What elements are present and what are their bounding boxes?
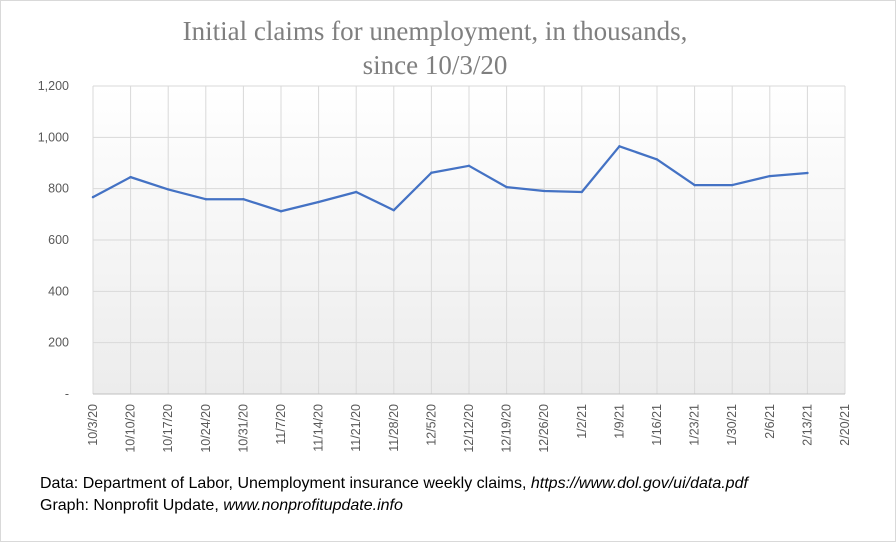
data-point [242,197,245,201]
x-tick-label: 1/9/21 [612,404,626,439]
data-point [768,174,771,178]
data-point [505,185,508,189]
y-tick-label: 1,200 [38,79,69,93]
x-tick-label: 1/30/21 [725,404,739,446]
x-tick-label: 2/6/21 [763,404,777,439]
x-tick-label: 10/17/20 [161,404,175,453]
data-point [618,145,621,148]
data-point [392,209,395,212]
chart-title-line2: since 10/3/20 [362,50,508,80]
y-tick-label: 800 [48,182,69,196]
x-tick-label: 2/20/21 [838,404,852,446]
source-graph-url[interactable]: www.nonprofitupdate.info [223,497,403,514]
x-tick-label: 11/21/20 [349,404,363,452]
x-tick-label: 12/19/20 [500,404,514,453]
y-tick-label: 400 [48,284,69,298]
data-point [279,210,283,213]
data-point [129,175,132,179]
x-tick-label: 1/16/21 [650,404,664,446]
x-tick-label: 11/28/20 [387,404,401,452]
x-tick-label: 11/14/20 [312,404,326,452]
source-line-data: Data: Department of Labor, Unemployment … [40,473,748,495]
data-point [430,171,433,174]
series-line [91,145,809,213]
x-tick-label: 2/13/21 [800,404,814,446]
data-point [655,158,659,161]
y-tick-label: 600 [48,233,69,247]
data-point [355,190,358,194]
y-tick-label: - [65,387,69,401]
x-tick-label: 10/3/20 [86,404,100,446]
source-graph-text: Graph: Nonprofit Update, [40,497,224,514]
data-point [467,164,471,168]
data-point [204,197,207,201]
data-point [693,183,696,187]
data-point [543,189,546,193]
chart-title-line1: Initial claims for unemployment, in thou… [182,16,688,46]
data-point [167,188,170,191]
x-tick-label: 10/24/20 [199,404,213,453]
x-tick-label: 10/10/20 [124,404,138,453]
x-tick-label: 11/7/20 [274,404,288,445]
source-line-graph: Graph: Nonprofit Update, www.nonprofitup… [40,495,748,517]
chart-title: Initial claims for unemployment, in thou… [0,14,870,82]
data-point [317,200,320,204]
source-data-url[interactable]: https://www.dol.gov/ui/data.pdf [530,475,748,492]
source-data-text: Data: Department of Labor, Unemployment … [40,475,531,492]
x-tick-label: 12/5/20 [424,404,438,446]
source-note: Data: Department of Labor, Unemployment … [40,473,748,517]
y-tick-label: 200 [48,336,69,350]
x-tick-label: 1/23/21 [688,404,702,446]
x-tick-label: 12/12/20 [462,404,476,453]
x-tick-label: 1/2/21 [575,404,589,439]
x-tick-label: 10/31/20 [236,404,250,453]
data-point [806,171,809,175]
x-tick-label: 12/26/20 [537,404,551,453]
data-point [580,190,583,194]
y-tick-label: 1,000 [38,130,69,144]
data-point [91,195,95,199]
data-point [731,183,734,187]
